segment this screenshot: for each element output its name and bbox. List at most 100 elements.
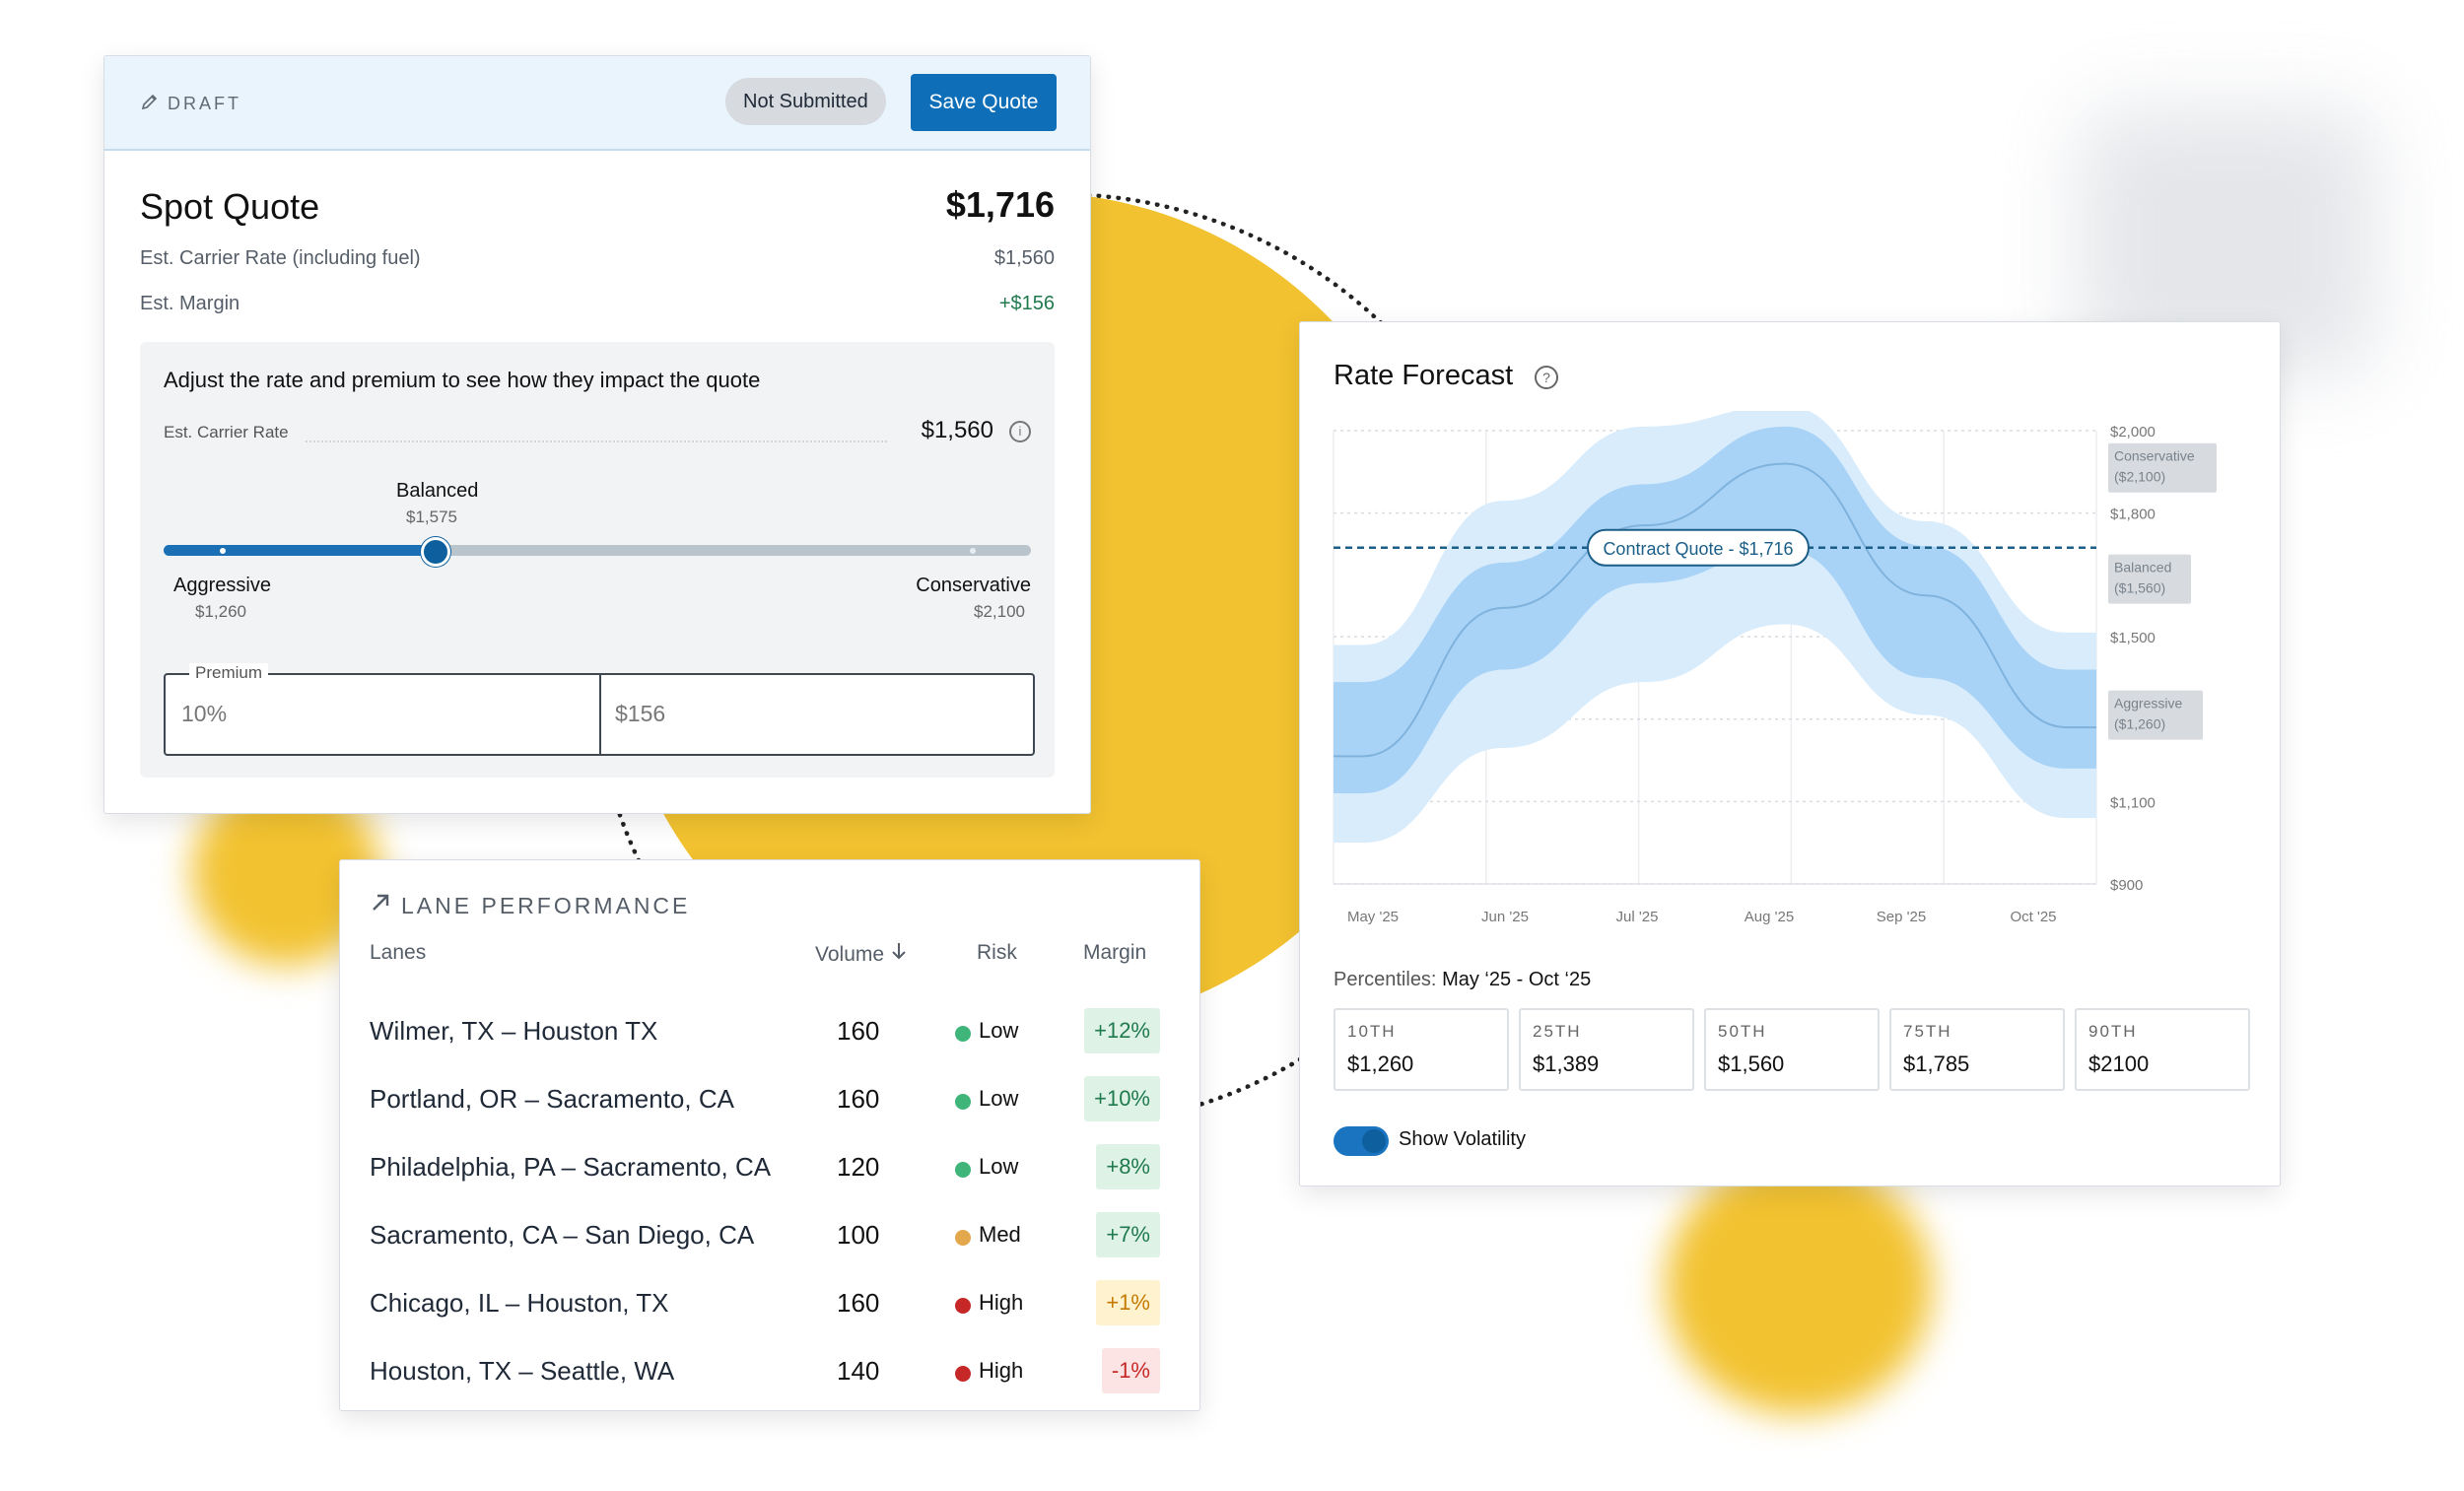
slider-min-name: Aggressive — [173, 575, 271, 596]
slider-max-name: Conservative — [916, 575, 1031, 596]
contract-quote-label: Contract Quote - $1,716 — [1603, 539, 1793, 559]
lane-risk: High — [979, 1290, 1024, 1315]
lane-risk: Low — [979, 1086, 1019, 1111]
x-tick-label: Sep '25 — [1877, 909, 1926, 925]
premium-legend: Premium — [189, 663, 269, 683]
lane-risk: High — [979, 1358, 1024, 1383]
table-row[interactable]: Wilmer, TX – Houston TX 160 Low +12% — [340, 996, 1199, 1063]
risk-dot-icon — [955, 1230, 971, 1246]
percentile-key: 90TH — [2088, 1022, 2138, 1041]
sort-down-icon[interactable] — [890, 943, 908, 966]
volatility-toggle[interactable] — [1334, 1126, 1389, 1156]
pencil-icon — [140, 92, 160, 116]
rate-slider-track[interactable] — [164, 545, 1031, 556]
x-tick-label: May '25 — [1347, 909, 1399, 925]
save-quote-button[interactable]: Save Quote — [911, 74, 1057, 131]
table-row[interactable]: Philadelphia, PA – Sacramento, CA 120 Lo… — [340, 1132, 1199, 1199]
carrier-rate-label: Est. Carrier Rate (including fuel) — [140, 247, 421, 269]
percentile-box: 10TH $1,260 — [1334, 1008, 1509, 1091]
volatility-toggle-label: Show Volatility — [1399, 1128, 1526, 1150]
side-label-name: Conservative — [2114, 448, 2195, 464]
percentile-key: 25TH — [1533, 1022, 1582, 1041]
lane-name: Sacramento, CA – San Diego, CA — [370, 1220, 755, 1250]
lane-risk: Med — [979, 1222, 1021, 1247]
info-icon[interactable]: i — [1009, 421, 1031, 442]
quote-header: DRAFT Not Submitted Save Quote — [104, 56, 1090, 151]
lane-volume: 120 — [837, 1152, 880, 1182]
side-label-value: ($1,560) — [2114, 580, 2165, 596]
side-label-value: ($2,100) — [2114, 469, 2165, 485]
quote-total: $1,716 — [945, 184, 1055, 225]
slider-min-value: $1,260 — [195, 602, 246, 621]
risk-dot-icon — [955, 1162, 971, 1178]
percentile-key: 50TH — [1718, 1022, 1767, 1041]
percentile-box: 90TH $2100 — [2075, 1008, 2250, 1091]
lane-margin-badge: +1% — [1096, 1280, 1160, 1325]
median-line — [1333, 462, 2096, 758]
rate-forecast-title: Rate Forecast — [1334, 360, 1514, 391]
percentile-value: $1,785 — [1903, 1051, 1970, 1076]
volatility-band-outer — [1334, 411, 2096, 844]
help-icon[interactable]: ? — [1535, 366, 1558, 389]
column-header-risk[interactable]: Risk — [977, 941, 1017, 964]
percentiles-caption: Percentiles: May ‘25 - Oct ‘25 — [1334, 969, 1591, 991]
lane-volume: 140 — [837, 1356, 880, 1386]
volatility-band-inner — [1334, 426, 2096, 793]
y-tick-label: $900 — [2110, 877, 2143, 894]
y-tick-label: $1,800 — [2110, 507, 2156, 523]
y-tick-label: $1,500 — [2110, 630, 2156, 646]
lane-volume: 160 — [837, 1016, 880, 1046]
premium-field: Premium 10% $156 — [164, 663, 1035, 756]
lane-risk: Low — [979, 1018, 1019, 1043]
slider-current-value: $1,575 — [406, 508, 457, 526]
lane-volume: 160 — [837, 1288, 880, 1318]
spot-quote-card: DRAFT Not Submitted Save Quote Spot Quot… — [103, 55, 1091, 814]
side-label-value: ($1,260) — [2114, 716, 2165, 732]
lane-volume: 160 — [837, 1084, 880, 1114]
percentile-value: $1,560 — [1718, 1051, 1785, 1076]
y-tick-label: $1,100 — [2110, 794, 2156, 811]
rate-slider-handle[interactable] — [421, 537, 450, 567]
lane-performance-header: LANE PERFORMANCE — [370, 892, 690, 919]
percentiles-range: May ‘25 - Oct ‘25 — [1442, 969, 1592, 990]
adjust-title: Adjust the rate and premium to see how t… — [164, 368, 761, 392]
premium-amount-input[interactable]: $156 — [615, 701, 666, 726]
column-header-margin[interactable]: Margin — [1083, 941, 1147, 964]
percentile-key: 75TH — [1903, 1022, 1952, 1041]
side-label-bg — [2108, 442, 2217, 493]
risk-dot-icon — [955, 1366, 971, 1382]
x-tick-label: Aug '25 — [1745, 909, 1794, 925]
premium-percent-input[interactable]: 10% — [181, 701, 228, 726]
y-tick-label: $2,000 — [2110, 424, 2156, 441]
table-row[interactable]: Sacramento, CA – San Diego, CA 100 Med +… — [340, 1200, 1199, 1267]
column-header-lanes[interactable]: Lanes — [370, 941, 427, 964]
submission-status-badge: Not Submitted — [725, 78, 886, 125]
percentile-value: $2100 — [2088, 1051, 2150, 1076]
x-tick-label: Oct '25 — [2010, 909, 2056, 925]
carrier-rate-value: $1,560 — [993, 247, 1055, 269]
arrow-up-right-icon — [370, 892, 391, 919]
table-row[interactable]: Portland, OR – Sacramento, CA 160 Low +1… — [340, 1064, 1199, 1131]
lane-name: Chicago, IL – Houston, TX — [370, 1288, 669, 1318]
risk-dot-icon — [955, 1094, 971, 1110]
side-label-bg — [2108, 690, 2203, 740]
side-label-name: Aggressive — [2114, 696, 2182, 712]
slider-tick — [970, 548, 976, 554]
lane-name: Wilmer, TX – Houston TX — [370, 1016, 658, 1046]
table-row[interactable]: Houston, TX – Seattle, WA 140 High -1% — [340, 1336, 1199, 1403]
lane-performance-title: LANE PERFORMANCE — [401, 892, 691, 918]
slider-tick — [220, 548, 226, 554]
lane-risk: Low — [979, 1154, 1019, 1179]
contract-quote-label-bg — [1587, 528, 1810, 567]
toggle-knob — [1362, 1129, 1386, 1153]
decorative-yellow-blob-bottom — [1666, 1158, 1932, 1414]
percentile-value: $1,260 — [1347, 1051, 1414, 1076]
side-label-bg — [2108, 554, 2191, 604]
column-header-volume[interactable]: Volume — [815, 941, 908, 967]
percentile-box: 50TH $1,560 — [1704, 1008, 1880, 1091]
lane-name: Philadelphia, PA – Sacramento, CA — [370, 1152, 772, 1182]
table-row[interactable]: Chicago, IL – Houston, TX 160 High +1% — [340, 1268, 1199, 1335]
slider-max-value: $2,100 — [974, 602, 1025, 621]
lane-margin-badge: +8% — [1096, 1144, 1160, 1189]
percentiles-label: Percentiles: — [1334, 969, 1437, 990]
